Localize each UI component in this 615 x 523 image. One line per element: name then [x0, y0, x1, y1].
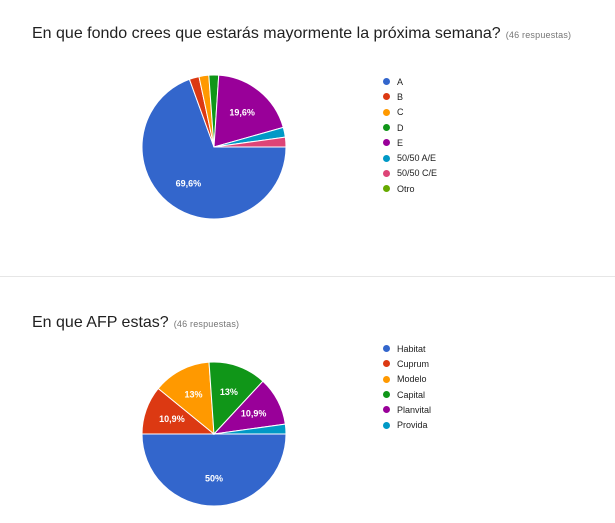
pie-chart-fondo: 69,6% 19,6% — [141, 74, 287, 220]
response-count: (46 respuestas) — [505, 30, 572, 40]
legend-item[interactable]: B — [383, 89, 437, 104]
legend-label: 50/50 A/E — [397, 153, 437, 164]
slice-label: 69,6% — [176, 179, 202, 189]
question-title: En que AFP estas? (46 respuestas) — [32, 314, 239, 332]
legend-item[interactable]: Habitat — [383, 341, 431, 356]
legend-label: Modelo — [397, 374, 427, 385]
legend-label: B — [397, 91, 404, 102]
legend-swatch — [383, 108, 390, 116]
slice-label: 13% — [220, 387, 238, 397]
legend-swatch — [383, 360, 390, 368]
pie-slice-capital[interactable] — [208, 361, 264, 436]
legend-swatch — [383, 154, 390, 162]
legend-label: E — [397, 137, 404, 148]
question-text: En que fondo crees que estarás mayorment… — [32, 25, 501, 42]
legend-item[interactable]: C — [383, 105, 437, 120]
slice-label: 10,9% — [241, 408, 267, 418]
legend-swatch — [383, 345, 390, 353]
legend-swatch — [383, 406, 390, 414]
question-card-afp: En que AFP estas? (46 respuestas) Habitat… — [0, 277, 615, 523]
legend-label: Planvital — [397, 404, 432, 415]
legend-label: A — [397, 76, 404, 87]
pie-slice-50-50-c-e[interactable] — [213, 136, 287, 148]
legend-label: C — [397, 107, 404, 118]
legend-label: Capital — [397, 389, 426, 400]
question-card-fondo: En que fondo crees que estarás mayorment… — [32, 25, 572, 220]
legend-item[interactable]: Capital — [383, 387, 431, 402]
legend-swatch — [383, 78, 390, 86]
legend-afp: Habitat Cuprum Modelo Capital Planvital Provi… — [383, 341, 431, 433]
legend-label: Cuprum — [397, 358, 430, 369]
legend-item[interactable]: Planvital — [383, 402, 431, 417]
pie-slice-a[interactable] — [141, 78, 287, 220]
legend-swatch — [383, 421, 390, 429]
legend-swatch — [383, 375, 390, 383]
slice-label: 50% — [205, 474, 223, 484]
card-divider — [0, 276, 615, 277]
question-text: En que AFP estas? — [32, 314, 169, 331]
legend-fondo: A B C D E 50/50 A/E 50/50 C/E Otro — [383, 74, 437, 196]
legend-label: 50/50 C/E — [397, 168, 438, 179]
legend-label: Habitat — [397, 343, 426, 354]
response-count: (46 respuestas) — [173, 319, 240, 329]
legend-label: D — [397, 122, 404, 133]
pie-slice-e[interactable] — [213, 74, 284, 148]
legend-item[interactable]: 50/50 A/E — [383, 150, 437, 165]
legend-item[interactable]: Cuprum — [383, 356, 431, 371]
slice-label: 13% — [184, 389, 202, 399]
legend-label: Otro — [397, 183, 415, 194]
legend-swatch — [383, 124, 390, 132]
legend-item[interactable]: A — [383, 74, 437, 89]
legend-item[interactable]: Modelo — [383, 372, 431, 387]
legend-swatch — [383, 169, 390, 177]
pie-slice-habitat[interactable] — [141, 433, 287, 507]
legend-item[interactable]: Provida — [383, 417, 431, 432]
legend-swatch — [383, 139, 390, 147]
slice-label: 10,9% — [159, 414, 185, 424]
pie-slice-modelo[interactable] — [157, 361, 215, 436]
legend-item[interactable]: Otro — [383, 181, 437, 196]
legend-label: Provida — [397, 420, 428, 431]
pie-slice-provida[interactable] — [213, 423, 287, 435]
legend-item[interactable]: E — [383, 135, 437, 150]
legend-swatch — [383, 93, 390, 101]
legend-item[interactable]: 50/50 C/E — [383, 166, 437, 181]
pie-chart-afp: 50% 10,9% 13% 13% 10,9% — [141, 361, 287, 507]
question-title: En que fondo crees que estarás mayorment… — [32, 25, 571, 43]
legend-item[interactable]: D — [383, 120, 437, 135]
slice-label: 19,6% — [229, 107, 255, 117]
legend-swatch — [383, 391, 390, 399]
legend-swatch — [383, 185, 390, 193]
